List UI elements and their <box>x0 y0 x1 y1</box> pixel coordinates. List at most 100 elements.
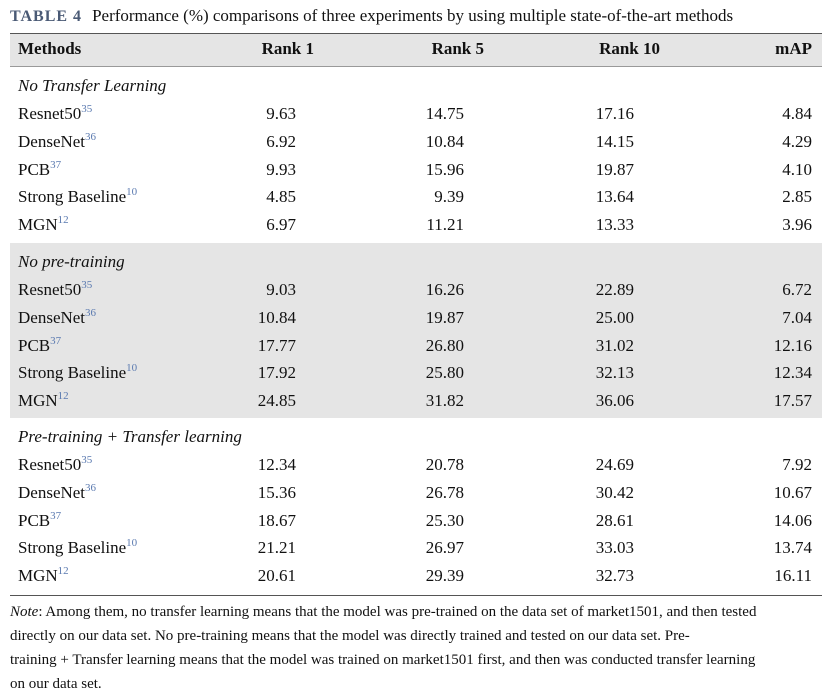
cell-value: 31.82 <box>425 391 464 410</box>
reference: 10 <box>126 537 138 549</box>
column-header: mAP <box>775 39 812 58</box>
cell-value: 9.93 <box>266 160 296 179</box>
group-heading: No Transfer Learning <box>18 76 167 95</box>
note-text: training + Transfer learning means that … <box>10 652 756 668</box>
cell-value: 14.15 <box>595 132 634 151</box>
column-header: Rank 5 <box>431 39 484 58</box>
cell-value: 26.97 <box>425 538 464 557</box>
cell-value: 28.61 <box>595 511 634 530</box>
reference: 37 <box>50 335 62 347</box>
cell-value: 7.04 <box>782 308 812 327</box>
reference: 12 <box>57 565 69 577</box>
cell-value: 13.74 <box>773 538 812 557</box>
cell-value: 2.85 <box>782 187 812 206</box>
method: DenseNet <box>18 483 86 502</box>
method: PCB <box>18 160 51 179</box>
method: Strong Baseline <box>18 538 127 557</box>
cell-value: 12.34 <box>257 455 296 474</box>
method: Resnet50 <box>18 104 82 123</box>
method-name: MGN12 <box>18 391 69 411</box>
method: Resnet50 <box>18 455 82 474</box>
cell-value: 4.84 <box>782 104 812 123</box>
column-header: Rank 10 <box>599 39 660 58</box>
cell-value: 32.13 <box>595 363 634 382</box>
cell-value: 10.84 <box>425 132 464 151</box>
cell-value: 17.77 <box>257 336 296 355</box>
cell-value: 25.30 <box>425 511 464 530</box>
cell-value: 24.85 <box>257 391 296 410</box>
cell-value: 22.89 <box>595 280 634 299</box>
reference: 36 <box>85 482 97 494</box>
note-text: on our data set. <box>10 676 102 692</box>
note-text: directly on our data set. No pre-trainin… <box>10 628 690 644</box>
cell-value: 19.87 <box>595 160 634 179</box>
cell-value: 6.72 <box>782 280 812 299</box>
method: DenseNet <box>18 132 86 151</box>
method-name: Strong Baseline10 <box>18 187 137 207</box>
cell-value: 26.78 <box>425 483 464 502</box>
method-name: Resnet5035 <box>18 280 92 300</box>
note-label: Note <box>10 604 39 620</box>
note-text: : Among them, no transfer learning means… <box>38 604 757 620</box>
reference: 37 <box>50 159 62 171</box>
cell-value: 36.06 <box>595 391 634 410</box>
reference: 12 <box>57 214 69 226</box>
cell-value: 29.39 <box>425 566 464 585</box>
cell-value: 21.21 <box>257 538 296 557</box>
cell-value: 18.67 <box>257 511 296 530</box>
method-name: DenseNet36 <box>18 132 96 152</box>
cell-value: 13.64 <box>595 187 634 206</box>
cell-value: 20.61 <box>257 566 296 585</box>
group-heading: No pre-training <box>18 252 125 271</box>
method: PCB <box>18 511 51 530</box>
cell-value: 24.69 <box>595 455 634 474</box>
method-name: Resnet5035 <box>18 104 92 124</box>
column-header: Methods <box>18 39 82 58</box>
rule-header <box>10 66 822 67</box>
method: MGN <box>18 215 58 234</box>
cell-value: 12.34 <box>773 363 812 382</box>
cell-value: 10.67 <box>773 483 812 502</box>
cell-value: 11.21 <box>426 215 464 234</box>
cell-value: 14.06 <box>773 511 812 530</box>
method-name: Resnet5035 <box>18 455 92 475</box>
reference: 35 <box>81 454 93 466</box>
cell-value: 20.78 <box>425 455 464 474</box>
cell-value: 3.96 <box>782 215 812 234</box>
cell-value: 15.36 <box>257 483 296 502</box>
cell-value: 4.85 <box>266 187 296 206</box>
cell-value: 12.16 <box>773 336 812 355</box>
cell-value: 30.42 <box>595 483 634 502</box>
cell-value: 25.00 <box>595 308 634 327</box>
column-header: Rank 1 <box>261 39 314 58</box>
rule-top <box>10 33 822 34</box>
note-line: training + Transfer learning means that … <box>10 650 755 670</box>
method: MGN <box>18 566 58 585</box>
cell-value: 16.26 <box>425 280 464 299</box>
method: Strong Baseline <box>18 363 127 382</box>
group-heading: Pre-training + Transfer learning <box>18 427 242 446</box>
method: Resnet50 <box>18 280 82 299</box>
cell-value: 15.96 <box>425 160 464 179</box>
cell-value: 9.63 <box>266 104 296 123</box>
method-name: PCB37 <box>18 511 61 531</box>
reference: 12 <box>57 390 69 402</box>
table-label: TABLE 4 <box>10 8 83 25</box>
method-name: MGN12 <box>18 215 69 235</box>
reference: 10 <box>126 362 138 374</box>
note-line: on our data set. <box>10 674 102 692</box>
cell-value: 19.87 <box>425 308 464 327</box>
cell-value: 31.02 <box>595 336 634 355</box>
cell-value: 13.33 <box>595 215 634 234</box>
table-title: TABLE 4 Performance (%) comparisons of th… <box>10 6 733 27</box>
method: Strong Baseline <box>18 187 127 206</box>
cell-value: 32.73 <box>595 566 634 585</box>
cell-value: 6.97 <box>266 215 296 234</box>
reference: 35 <box>81 279 93 291</box>
method: DenseNet <box>18 308 86 327</box>
method-name: DenseNet36 <box>18 483 96 503</box>
cell-value: 26.80 <box>425 336 464 355</box>
method: PCB <box>18 336 51 355</box>
method-name: Strong Baseline10 <box>18 363 137 383</box>
method-name: Strong Baseline10 <box>18 538 137 558</box>
